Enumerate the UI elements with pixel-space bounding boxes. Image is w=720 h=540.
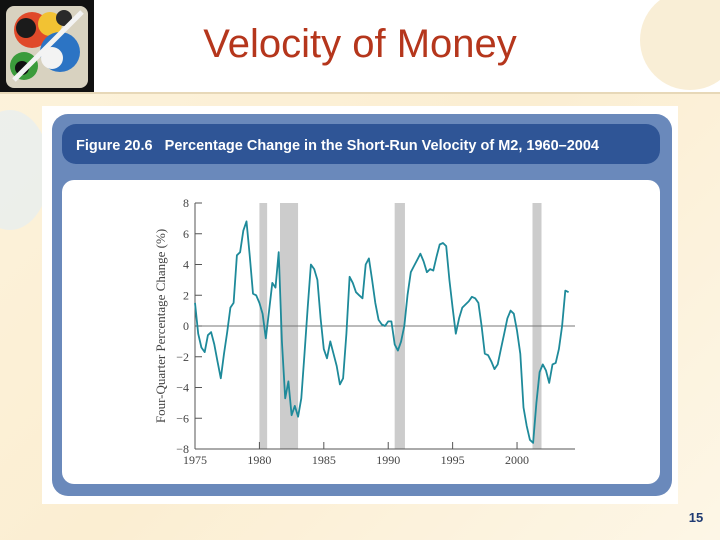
decor-circle-top-right [640, 0, 720, 90]
x-tick-label-5: 2000 [505, 453, 529, 467]
series-line-0 [194, 220, 569, 444]
x-tick-label-3: 1990 [376, 453, 400, 467]
y-tick-label-6: −4 [176, 381, 189, 395]
y-tick-label-7: −6 [176, 411, 189, 425]
logo-image [0, 0, 94, 94]
header-band [0, 0, 720, 92]
header-divider [0, 92, 720, 94]
x-tick-label-2: 1985 [312, 453, 336, 467]
chart-title: Figure 20.6 Percentage Change in the Sho… [76, 138, 599, 154]
y-tick-label-3: 2 [183, 288, 189, 302]
y-axis-label: Four-Quarter Percentage Change (%) [153, 229, 168, 423]
y-tick-label-5: −2 [176, 350, 189, 364]
slide-title: Velocity of Money [203, 22, 517, 66]
y-tick-label-8: −8 [176, 442, 189, 456]
x-tick-label-1: 1980 [247, 453, 271, 467]
y-tick-label-4: 0 [183, 319, 189, 333]
x-tick-label-0: 1975 [183, 453, 207, 467]
y-tick-label-1: 6 [183, 227, 189, 241]
y-tick-label-2: 4 [183, 258, 189, 272]
chart-header-band [62, 124, 660, 164]
x-tick-label-4: 1995 [441, 453, 465, 467]
plot-panel [62, 180, 660, 484]
page-number: 15 [688, 510, 704, 525]
y-tick-label-0: 8 [183, 196, 189, 210]
